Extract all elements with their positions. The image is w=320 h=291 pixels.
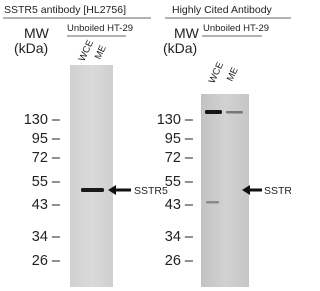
unit-label: (kDa) — [14, 40, 48, 56]
marker-label: 72 – — [165, 150, 194, 166]
panel-title: Highly Cited Antibody — [172, 4, 273, 16]
page: SSTR5 antibody [HL2756] MW (kDa) Unboile… — [0, 0, 291, 291]
unit-label: (kDa) — [163, 40, 197, 56]
marker-label: 95 – — [165, 131, 194, 147]
marker-ladder: 130 – 95 – 72 – 55 – 43 – 34 – 26 – — [24, 112, 61, 269]
marker-label: 26 – — [32, 253, 61, 269]
figure: SSTR5 antibody [HL2756] MW (kDa) Unboile… — [0, 0, 291, 291]
band — [205, 110, 222, 114]
marker-label: 26 – — [165, 253, 194, 269]
lane-label: ME — [225, 66, 241, 84]
panel-title: SSTR5 antibody [HL2756] — [4, 4, 126, 16]
gel — [201, 94, 249, 287]
band — [206, 201, 219, 204]
lane-label: WCE — [77, 39, 96, 64]
marker-label: 130 – — [24, 112, 61, 128]
marker-label: 55 – — [165, 174, 194, 190]
lane-label: ME — [93, 44, 109, 62]
mw-label: MW — [174, 25, 200, 41]
marker-label: 34 – — [165, 229, 194, 245]
marker-label: 43 – — [165, 197, 194, 213]
gel — [70, 65, 113, 287]
marker-label: 55 – — [32, 174, 61, 190]
marker-label: 130 – — [157, 112, 194, 128]
marker-label: 95 – — [32, 131, 61, 147]
marker-label: 43 – — [32, 197, 61, 213]
sample-label: Unboiled HT-29 — [203, 23, 269, 34]
marker-label: 34 – — [32, 229, 61, 245]
sample-label: Unboiled HT-29 — [67, 23, 133, 34]
band-label: SSTR5 — [134, 185, 168, 197]
band-label: SSTR5 — [264, 185, 291, 197]
lane-label: WCE — [207, 61, 226, 86]
marker-label: 72 – — [32, 150, 61, 166]
band — [81, 188, 104, 192]
mw-label: MW — [24, 25, 50, 41]
band — [226, 111, 243, 114]
